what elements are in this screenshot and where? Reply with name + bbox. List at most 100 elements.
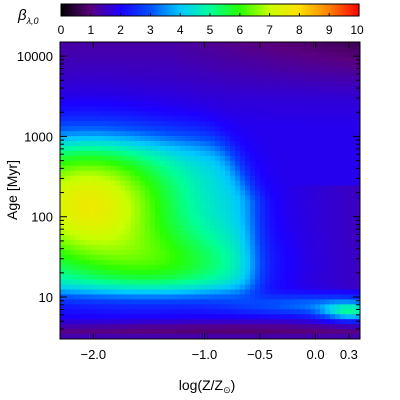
heatmap-cell (340, 324, 346, 330)
heatmap-cell (280, 101, 286, 107)
heatmap-cell (90, 299, 96, 305)
heatmap-cell (250, 42, 256, 48)
heatmap-cell (335, 254, 341, 261)
heatmap-cell (200, 264, 206, 271)
heatmap-cell (155, 190, 161, 196)
heatmap-cell (175, 116, 181, 122)
heatmap-cell (225, 210, 231, 216)
heatmap-cell (350, 141, 356, 147)
heatmap-cell (115, 304, 121, 310)
heatmap-cell (190, 269, 196, 276)
heatmap-cell (230, 145, 236, 152)
heatmap-cell (275, 230, 281, 236)
heatmap-cell (185, 145, 191, 152)
heatmap-cell (295, 190, 301, 196)
heatmap-cell (270, 264, 276, 271)
heatmap-cell (140, 274, 146, 281)
heatmap-cell (285, 141, 291, 147)
heatmap-cell (300, 264, 306, 271)
heatmap-cell (290, 91, 296, 97)
heatmap-cell (325, 66, 331, 73)
heatmap-cell (70, 230, 76, 236)
heatmap-cell (205, 304, 211, 310)
heatmap-cell (205, 309, 211, 315)
heatmap-cell (320, 106, 326, 112)
heatmap-cell (310, 240, 316, 246)
heatmap-cell (200, 244, 206, 251)
heatmap-cell (145, 299, 151, 305)
heatmap-cell (70, 185, 76, 191)
heatmap-cell (255, 126, 261, 132)
heatmap-cell (150, 274, 156, 281)
heatmap-cell (290, 309, 296, 315)
heatmap-cell (155, 264, 161, 271)
heatmap-cell (65, 294, 71, 300)
heatmap-cell (315, 334, 321, 340)
heatmap-cell (220, 314, 226, 320)
heatmap-cell (285, 42, 291, 48)
heatmap-cell (165, 101, 171, 107)
heatmap-cell (205, 254, 211, 261)
heatmap-cell (105, 274, 111, 281)
heatmap-cell (225, 294, 231, 300)
heatmap-cell (90, 61, 96, 68)
heatmap-cell (295, 136, 301, 142)
heatmap-cell (85, 116, 91, 122)
heatmap-cell (190, 160, 196, 167)
heatmap-cell (180, 61, 186, 68)
heatmap-cell (70, 91, 76, 97)
heatmap-cell (80, 225, 86, 231)
heatmap-cell (285, 195, 291, 201)
heatmap-cell (350, 289, 356, 295)
heatmap-cell (230, 269, 236, 276)
heatmap-cell (265, 81, 271, 88)
heatmap-cell (170, 145, 176, 152)
heatmap-cell (210, 235, 216, 241)
heatmap-cell (95, 51, 101, 58)
heatmap-cell (320, 96, 326, 102)
heatmap-cell (245, 334, 251, 340)
heatmap-cell (125, 190, 131, 196)
heatmap-cell (100, 111, 106, 117)
heatmap-cell (275, 111, 281, 117)
heatmap-cell (140, 116, 146, 122)
heatmap-cell (125, 319, 131, 325)
heatmap-cell (105, 126, 111, 132)
heatmap-cell (80, 46, 86, 53)
heatmap-cell (185, 319, 191, 325)
heatmap-cell (135, 304, 141, 310)
heatmap-cell (245, 131, 251, 137)
heatmap-cell (140, 195, 146, 201)
heatmap-cell (190, 91, 196, 97)
heatmap-cell (240, 71, 246, 78)
heatmap-cell (315, 106, 321, 112)
colorbar-swatch (327, 4, 330, 16)
heatmap-cell (100, 195, 106, 201)
heatmap-cell (65, 160, 71, 167)
colorbar-swatch (281, 4, 284, 16)
heatmap-cell (255, 284, 261, 290)
heatmap-cell (70, 121, 76, 127)
heatmap-cell (245, 279, 251, 286)
heatmap-cell (95, 185, 101, 191)
heatmap-cell (335, 274, 341, 281)
heatmap-cell (60, 309, 66, 315)
heatmap-cell (255, 51, 261, 58)
heatmap-cell (170, 190, 176, 196)
heatmap-cell (155, 96, 161, 102)
heatmap-cell (220, 145, 226, 152)
heatmap-cell (105, 66, 111, 73)
heatmap-cell (310, 190, 316, 196)
heatmap-cell (340, 126, 346, 132)
heatmap-cell (260, 155, 266, 162)
heatmap-cell (290, 160, 296, 167)
heatmap-cell (325, 210, 331, 216)
heatmap-cell (65, 254, 71, 261)
heatmap-cell (140, 121, 146, 127)
heatmap-cell (160, 220, 166, 226)
heatmap-cell (280, 195, 286, 201)
heatmap-cell (320, 289, 326, 295)
heatmap-cell (120, 230, 126, 236)
heatmap-cell (150, 96, 156, 102)
heatmap-cell (80, 190, 86, 196)
